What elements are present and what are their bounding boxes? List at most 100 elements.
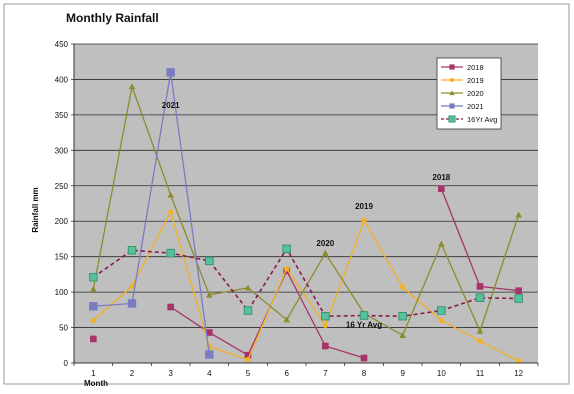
data-point (168, 209, 174, 215)
legend-marker (448, 115, 456, 123)
x-tick-label: 2 (130, 369, 135, 378)
data-point (284, 266, 290, 272)
data-point (477, 338, 483, 344)
annotation-label: 2019 (355, 202, 373, 211)
annotation-label: 2018 (432, 173, 450, 182)
data-point (166, 68, 175, 77)
y-tick-label: 400 (55, 75, 69, 84)
x-tick-label: 6 (284, 369, 289, 378)
x-tick-label: 10 (437, 369, 446, 378)
annotations: 2021 2020 2019 2018 16 Yr Avg (162, 101, 451, 330)
legend-label: 2018 (467, 63, 484, 72)
data-point (245, 356, 251, 363)
x-tick-label: 1 (91, 369, 96, 378)
legend-marker (449, 103, 455, 109)
y-tick-label: 300 (55, 146, 69, 155)
series-layer (89, 68, 523, 364)
data-point (322, 249, 329, 256)
series-2020 (90, 83, 522, 338)
y-axis-label: Rainfall mm (31, 187, 40, 232)
series-2021 (89, 68, 214, 359)
y-tick-label: 0 (64, 359, 69, 368)
data-point (206, 291, 213, 298)
legend-marker (449, 77, 455, 83)
y-tick-label: 150 (55, 253, 69, 262)
data-point (438, 317, 444, 324)
data-point (437, 306, 446, 315)
y-tick-label: 100 (55, 288, 69, 297)
grid-lines (74, 43, 538, 328)
legend-label: 2021 (467, 102, 484, 111)
data-point (398, 312, 407, 321)
series-line (92, 210, 519, 362)
x-tick-label: 11 (476, 369, 485, 378)
data-point (206, 329, 213, 336)
legend-label: 2020 (467, 89, 484, 98)
data-point (90, 335, 97, 343)
y-tick-label: 200 (55, 217, 69, 226)
data-point (243, 306, 253, 315)
data-point (322, 342, 329, 350)
data-point (90, 285, 97, 292)
annotation-label: 2020 (316, 239, 334, 248)
x-tick-label: 12 (514, 369, 523, 378)
data-point (400, 284, 406, 290)
data-point (515, 211, 522, 218)
y-tick-label: 50 (59, 324, 68, 333)
data-point (205, 350, 214, 359)
data-point (244, 284, 252, 291)
data-point (129, 283, 135, 290)
data-point (514, 294, 523, 303)
data-point (283, 316, 290, 323)
data-point (127, 299, 137, 308)
y-tick-label: 450 (55, 40, 69, 49)
data-point (322, 322, 328, 329)
data-point (360, 354, 368, 362)
legend-marker (449, 64, 455, 70)
data-point (399, 332, 406, 338)
annotation-label: 2021 (162, 101, 180, 110)
y-tick-label: 350 (55, 111, 69, 120)
data-point (476, 327, 484, 334)
data-point (359, 311, 369, 320)
series-line (92, 247, 519, 318)
data-point (127, 246, 137, 255)
x-tick-label: 4 (207, 369, 212, 378)
data-point (321, 312, 330, 321)
data-point (89, 302, 98, 311)
data-point (516, 358, 522, 364)
data-point (90, 317, 96, 324)
data-point (205, 256, 214, 266)
data-point (476, 283, 484, 290)
legend: 2018 2019 2020 2021 16Yr Avg (436, 57, 502, 130)
data-point (515, 287, 522, 294)
x-tick-label: 8 (362, 369, 367, 378)
data-point (244, 351, 252, 359)
data-point (167, 191, 174, 198)
data-point (361, 217, 367, 224)
data-point (166, 248, 175, 258)
data-point (282, 244, 291, 254)
series-16yr-avg (89, 244, 523, 321)
x-tick-label: 7 (323, 369, 328, 378)
data-point (89, 273, 98, 282)
legend-label: 2019 (467, 76, 484, 85)
series-line (92, 84, 520, 337)
x-tick-label: 3 (168, 369, 173, 378)
x-axis-label: Month (84, 379, 108, 388)
y-tick-label: 250 (55, 182, 69, 191)
chart-title: Monthly Rainfall (66, 11, 159, 25)
data-point (167, 303, 174, 311)
data-point (438, 185, 445, 192)
legend-marker (449, 90, 455, 96)
data-point (128, 83, 136, 90)
annotation-label: 16 Yr Avg (346, 321, 382, 330)
series-line (93, 72, 210, 355)
x-tick-label: 5 (246, 369, 251, 378)
x-tick-label: 9 (400, 369, 405, 378)
data-point (438, 240, 445, 247)
legend-label: 16Yr Avg (467, 115, 497, 124)
